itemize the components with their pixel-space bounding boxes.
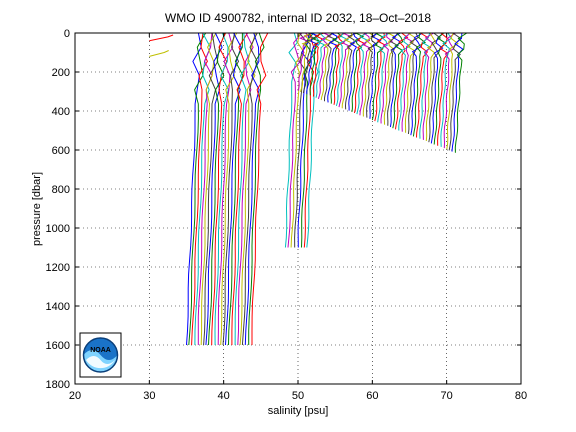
profile-line <box>312 32 325 97</box>
y-tick-label: 1400 <box>46 301 70 313</box>
y-tick-label: 1000 <box>46 223 70 235</box>
x-tick-label: 70 <box>441 390 453 402</box>
profile-line <box>433 32 447 145</box>
profile-line <box>369 32 382 119</box>
profile-line <box>231 32 248 345</box>
y-tick-label: 1200 <box>46 262 70 274</box>
profile-line <box>225 32 242 346</box>
y-axis-label: pressure [dbar] <box>31 172 43 246</box>
profile-line <box>241 32 258 346</box>
profile-line <box>191 32 208 346</box>
noaa-logo: NOAA <box>79 332 122 378</box>
profile-line <box>404 32 417 133</box>
profile-line <box>371 32 384 121</box>
profile-line <box>344 32 358 110</box>
y-tick-label: 600 <box>52 145 70 157</box>
stray-profile-line <box>149 50 169 57</box>
x-axis-label: salinity [psu] <box>268 405 329 417</box>
profile-line <box>454 32 468 153</box>
profile-line <box>222 32 240 346</box>
profile-line <box>401 32 415 132</box>
profile-line <box>446 32 459 150</box>
profile-line <box>214 32 229 346</box>
profile-line <box>300 32 313 93</box>
profile-line <box>302 32 317 94</box>
profile-line <box>234 32 250 346</box>
profile-line <box>387 32 399 126</box>
y-tick-label: 400 <box>52 106 70 118</box>
profile-line <box>315 32 328 98</box>
tick-marks <box>74 32 522 385</box>
profiles <box>149 32 468 346</box>
profile-line <box>383 32 397 125</box>
x-tick-label: 80 <box>515 390 527 402</box>
profile-line <box>208 32 226 346</box>
y-tick-label: 0 <box>64 28 70 40</box>
profile-line <box>389 32 401 128</box>
profile-line <box>412 32 427 137</box>
profile-line <box>194 32 211 346</box>
profile-line <box>437 32 449 146</box>
x-tick-label: 50 <box>292 390 304 402</box>
profile-line <box>211 32 228 346</box>
x-tick-label: 40 <box>218 390 230 402</box>
profile-line <box>416 32 430 138</box>
profile-line <box>377 32 391 123</box>
profile-line <box>301 32 314 248</box>
profile-line <box>220 32 238 346</box>
stray-profile-line <box>149 34 174 42</box>
profile-line <box>443 32 456 149</box>
y-tick-label: 200 <box>52 67 70 79</box>
profile-line <box>251 32 269 345</box>
y-tick-label: 800 <box>52 184 70 196</box>
profile-line <box>203 32 219 346</box>
profile-line <box>425 32 437 142</box>
profile-line <box>244 32 260 346</box>
x-tick-labels: 20 30 40 50 60 70 80 <box>69 390 527 402</box>
x-tick-label: 30 <box>143 390 155 402</box>
profile-line <box>338 32 352 108</box>
profile-line <box>200 32 217 346</box>
profile-line <box>359 32 371 116</box>
profile-line <box>239 32 256 346</box>
profile-line <box>398 32 412 131</box>
profile-line <box>324 32 337 102</box>
profile-line <box>333 32 346 105</box>
profile-line <box>422 32 434 140</box>
chart-title: WMO ID 4900782, internal ID 2032, 18–Oct… <box>165 11 431 25</box>
y-tick-label: 1600 <box>46 340 70 352</box>
profile-line <box>335 32 350 107</box>
profile-line <box>392 32 404 129</box>
profile-line <box>348 32 361 111</box>
profile-line <box>356 32 369 115</box>
profile-line <box>353 32 367 114</box>
profile-line <box>306 32 320 95</box>
profile-line <box>320 32 335 101</box>
profile-line <box>303 32 317 248</box>
profile-line <box>327 32 339 103</box>
noaa-logo-text: NOAA <box>90 347 111 354</box>
profile-line <box>380 32 394 124</box>
y-tick-labels: 0 200 400 600 800 1000 1200 1400 1600 1800 <box>46 28 70 391</box>
profile-line <box>410 32 424 136</box>
x-tick-label: 60 <box>366 390 378 402</box>
y-tick-label: 1800 <box>46 379 70 391</box>
profile-line <box>290 32 305 248</box>
profile-line <box>188 32 207 346</box>
profile-line <box>306 32 321 248</box>
x-tick-label: 20 <box>69 390 81 402</box>
profile-line <box>287 32 303 248</box>
grid <box>75 33 521 384</box>
profile-line <box>366 32 379 118</box>
profile-line <box>430 32 444 144</box>
profile-line <box>448 32 462 151</box>
